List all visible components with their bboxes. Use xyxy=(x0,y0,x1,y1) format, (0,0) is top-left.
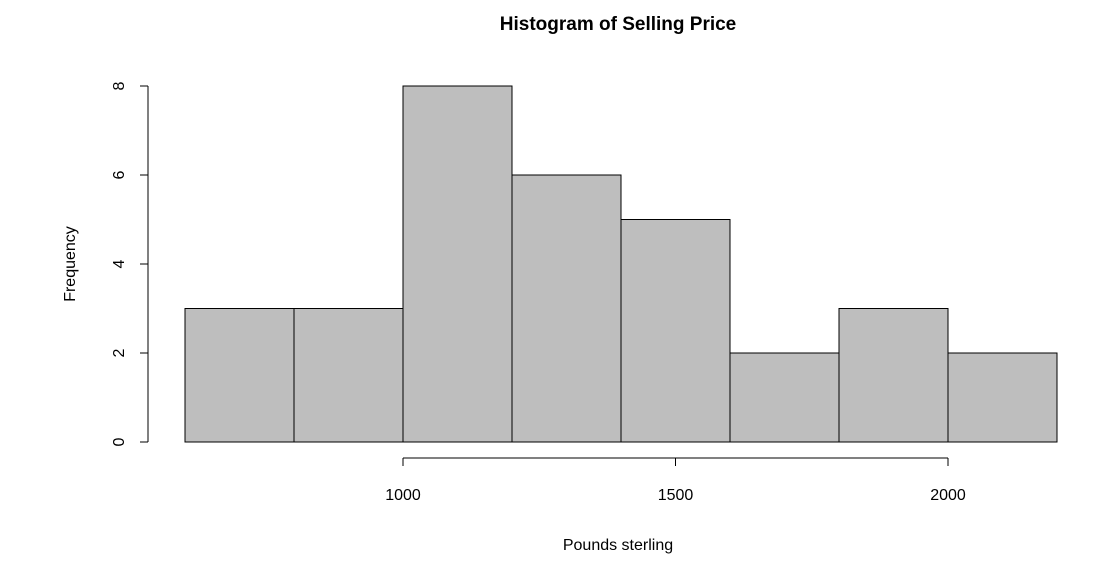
chart-title: Histogram of Selling Price xyxy=(500,14,737,35)
y-tick-label: 2 xyxy=(111,348,128,357)
histogram-bar-5 xyxy=(620,219,731,443)
y-tick-label: 4 xyxy=(111,259,128,268)
x-axis-label: Pounds sterling xyxy=(563,537,673,554)
bars-group xyxy=(184,85,1058,443)
histogram-bar-7 xyxy=(838,308,949,443)
x-tick-label: 1000 xyxy=(385,487,421,504)
x-axis: 1000 1500 2000 xyxy=(385,457,966,504)
y-axis: 0 2 4 6 8 xyxy=(111,81,149,446)
x-tick-label: 1500 xyxy=(658,487,694,504)
x-tick-label: 2000 xyxy=(930,487,966,504)
y-tick-label: 0 xyxy=(111,437,128,446)
histogram-bar-3 xyxy=(402,85,513,443)
histogram-bar-2 xyxy=(293,308,404,443)
histogram-bar-4 xyxy=(511,174,622,443)
y-axis-label: Frequency xyxy=(62,226,79,302)
histogram-bar-1 xyxy=(184,308,295,443)
y-tick-label: 6 xyxy=(111,170,128,179)
histogram-bar-6 xyxy=(729,352,840,443)
histogram-bar-8 xyxy=(947,352,1058,443)
y-tick-label: 8 xyxy=(111,81,128,90)
